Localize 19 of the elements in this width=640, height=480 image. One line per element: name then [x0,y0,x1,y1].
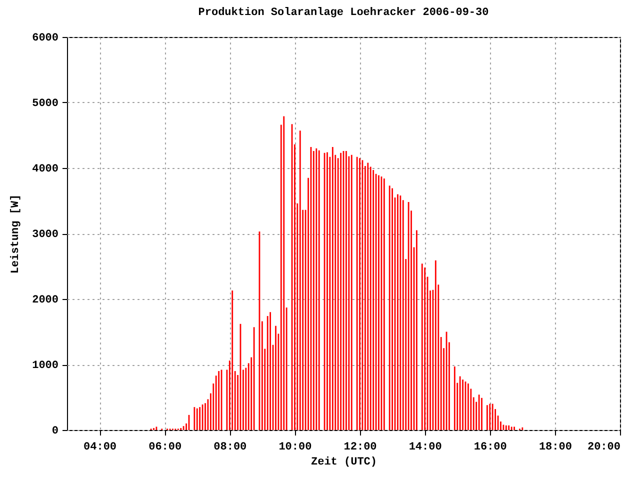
x-tick-label: 04:00 [84,442,117,454]
y-axis-title: Leistung [W] [10,194,22,274]
x-tick-label: 08:00 [214,442,247,454]
y-tick-label: 6000 [32,32,58,44]
x-tick-label: 12:00 [344,442,377,454]
x-tick-label: 14:00 [408,442,442,454]
x-tick-label: 16:00 [474,442,507,454]
chart-title: Produktion Solaranlage Loehracker 2006-09-30 [198,7,489,19]
y-tick-label: 3000 [32,229,58,241]
x-tick-label: 18:00 [538,442,572,454]
x-axis-title: Zeit (UTC) [310,456,378,468]
x-tick-label: 10:00 [278,442,312,454]
y-tick-label: 4000 [32,164,58,176]
y-tick-label: 5000 [32,98,58,110]
y-tick-label: 2000 [32,294,58,306]
x-tick-label: 06:00 [148,442,182,454]
x-tick-label: 20:00 [587,442,620,454]
y-tick-label: 1000 [32,360,58,372]
y-tick-label: 0 [52,426,58,438]
